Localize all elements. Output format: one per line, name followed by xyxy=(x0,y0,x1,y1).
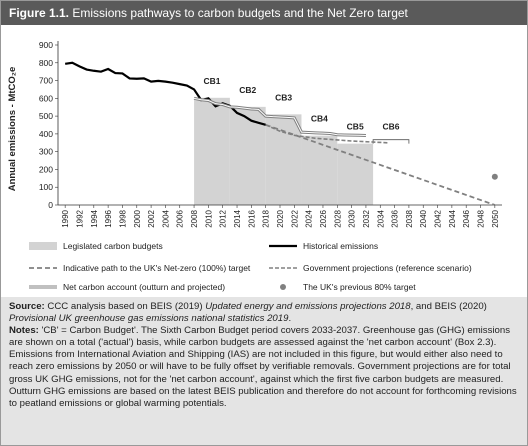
legend-label: Net carbon account (outturn and projecte… xyxy=(63,282,225,292)
budget-label: CB1 xyxy=(203,76,220,86)
budget-label: CB4 xyxy=(311,114,328,124)
carbon-budget xyxy=(194,97,230,205)
x-tick-label: 2034 xyxy=(376,209,385,227)
carbon-budget xyxy=(229,106,266,205)
source-label: Source: xyxy=(9,301,45,312)
budget-label: CB6 xyxy=(382,122,399,132)
series-line xyxy=(265,123,496,206)
legend-label: Indicative path to the UK's Net-zero (10… xyxy=(63,263,251,273)
source-text: . xyxy=(288,313,292,325)
x-tick-label: 2020 xyxy=(276,209,285,227)
source: Source: CCC analysis based on BEIS (2019… xyxy=(9,301,519,325)
x-tick-label: 2008 xyxy=(190,209,199,227)
x-tick-label: 2036 xyxy=(391,209,400,227)
source-text: , and BEIS (2020) xyxy=(410,301,487,312)
x-tick-label: 2048 xyxy=(477,209,486,227)
y-tick-label: 100 xyxy=(39,182,53,192)
figure-title: Emissions pathways to carbon budgets and… xyxy=(72,6,408,20)
x-tick-label: 1992 xyxy=(75,209,84,227)
x-tick-label: 2024 xyxy=(305,209,314,227)
source-text: CCC analysis based on BEIS (2019) xyxy=(47,301,206,312)
y-tick-label: 200 xyxy=(39,164,53,174)
y-tick-label: 300 xyxy=(39,147,53,157)
x-tick-label: 2026 xyxy=(319,209,328,227)
x-tick-label: 2022 xyxy=(290,209,299,227)
x-tick-label: 2030 xyxy=(348,209,357,227)
source-text: Updated energy and emissions projections… xyxy=(205,301,411,312)
source-notes: Source: CCC analysis based on BEIS (2019… xyxy=(1,297,527,445)
x-tick-label: 2032 xyxy=(362,209,371,227)
y-tick-label: 900 xyxy=(39,40,53,50)
y-tick-label: 500 xyxy=(39,111,53,121)
legend-label: Historical emissions xyxy=(303,241,378,251)
carbon-budget xyxy=(337,143,374,205)
legend-label: Legislated carbon budgets xyxy=(63,241,163,251)
x-tick-label: 1998 xyxy=(118,209,127,227)
legend-swatch xyxy=(280,284,286,290)
x-tick-label: 2050 xyxy=(491,209,500,227)
legend-swatch xyxy=(29,242,57,250)
notes-text: 'CB' = Carbon Budget'. The Sixth Carbon … xyxy=(9,325,517,409)
x-tick-label: 2010 xyxy=(204,209,213,227)
notes-label: Notes: xyxy=(9,325,39,337)
x-tick-label: 2012 xyxy=(219,209,228,227)
series-line xyxy=(193,97,366,136)
x-tick-label: 2018 xyxy=(262,209,271,227)
y-axis-label: Annual emissions - MtCO₂e xyxy=(7,67,18,192)
budget-label: CB5 xyxy=(347,122,364,132)
y-tick-label: 800 xyxy=(39,58,53,68)
figure-header: Figure 1.1. Emissions pathways to carbon… xyxy=(1,1,527,25)
x-tick-label: 2028 xyxy=(333,209,342,227)
x-tick-label: 2016 xyxy=(247,209,256,227)
y-tick-label: 700 xyxy=(39,76,53,86)
x-tick-label: 2000 xyxy=(133,209,142,227)
series-line xyxy=(265,124,388,144)
legend-label: The UK's previous 80% target xyxy=(303,282,416,292)
carbon-budget xyxy=(265,114,302,205)
x-tick-label: 1990 xyxy=(61,209,70,227)
x-tick-label: 2042 xyxy=(434,209,443,227)
y-tick-label: 0 xyxy=(48,200,53,210)
carbon-budget xyxy=(301,135,338,205)
notes: Notes: 'CB' = Carbon Budget'. The Sixth … xyxy=(9,325,519,410)
y-tick-label: 400 xyxy=(39,129,53,139)
legend-label: Government projections (reference scenar… xyxy=(303,263,472,273)
x-tick-label: 1994 xyxy=(90,209,99,227)
x-tick-label: 2044 xyxy=(448,209,457,227)
budget-label: CB3 xyxy=(275,92,292,102)
x-tick-label: 2014 xyxy=(233,209,242,227)
x-tick-label: 2006 xyxy=(176,209,185,227)
y-tick-label: 600 xyxy=(39,93,53,103)
x-tick-label: 2040 xyxy=(419,209,428,227)
x-tick-label: 2002 xyxy=(147,209,156,227)
target-point xyxy=(491,173,498,180)
x-tick-label: 1996 xyxy=(104,209,113,227)
figure-label: Figure 1.1. xyxy=(9,6,70,20)
chart: Annual emissions - MtCO₂e CB1 CB2 CB3 CB4 CB… xyxy=(7,40,502,292)
x-tick-label: 2046 xyxy=(462,209,471,227)
source-text: Provisional UK greenhouse gas emissions … xyxy=(9,313,289,325)
x-tick-label: 2004 xyxy=(161,209,170,227)
x-tick-label: 2038 xyxy=(405,209,414,227)
budget-label: CB2 xyxy=(239,85,256,95)
